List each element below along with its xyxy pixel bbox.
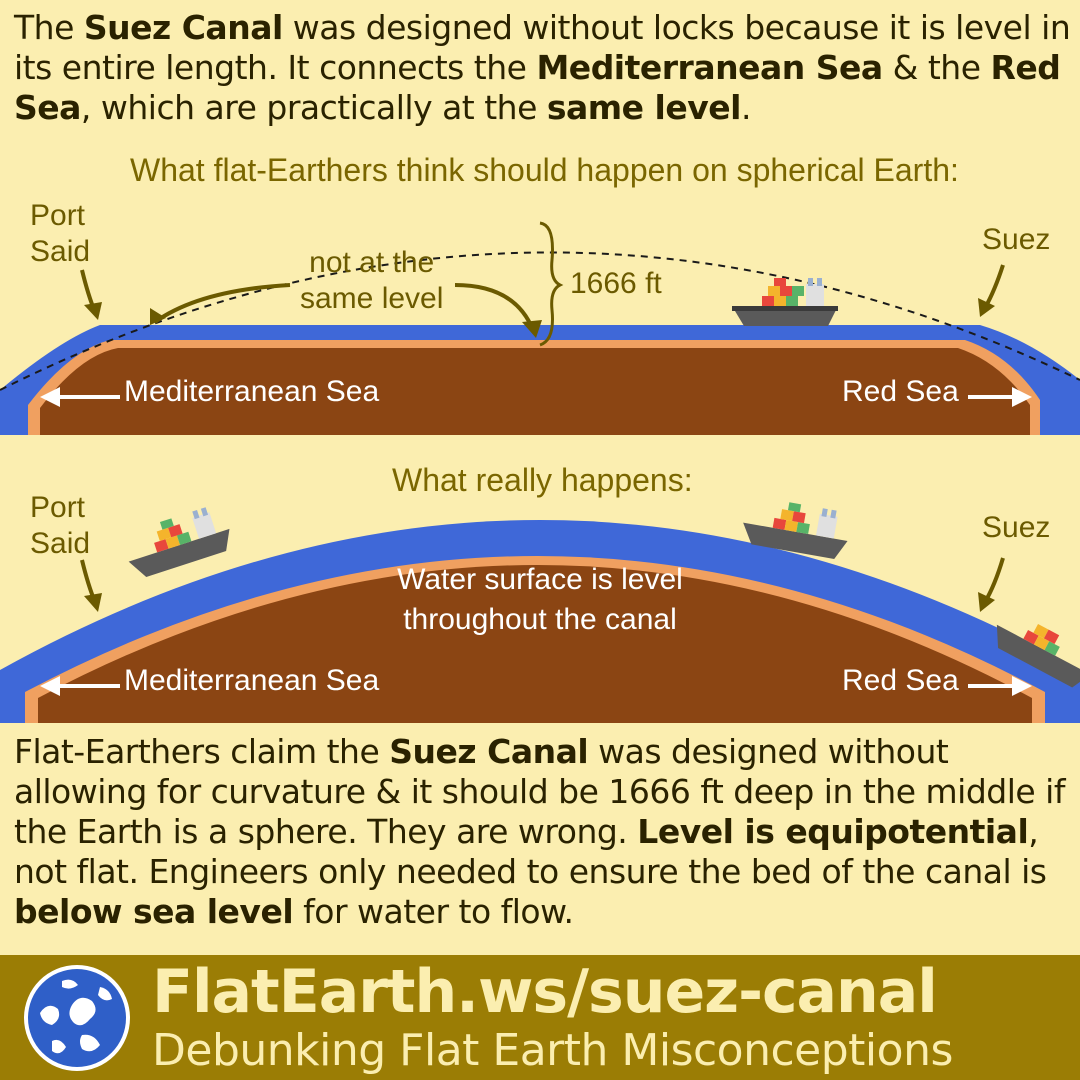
outro-bold-equipotential: Level is equipotential: [637, 812, 1029, 851]
arrow-port-said-head: [84, 302, 102, 320]
flat-earth-logo-icon: [24, 965, 130, 1071]
intro-bold-red-sea: Red Sea: [14, 48, 1061, 127]
arrow-suez-head: [978, 298, 995, 317]
arrow-mediterranean-bottom-head: [40, 676, 60, 696]
reality-diagram: Port Said Suez Water surface is level thro…: [0, 460, 1080, 723]
canal-bed-flat: [40, 348, 1030, 435]
port-said-label-top: Port Said: [30, 199, 91, 268]
outro-bold-below-sea-level: below sea level: [14, 892, 294, 931]
ship-icon: [732, 278, 838, 326]
footer-tagline: Debunking Flat Earth Misconceptions: [152, 1025, 953, 1076]
outro-bold-suez: Suez Canal: [389, 732, 589, 771]
curvature-dashed-line: [0, 251, 1080, 391]
flat-earther-expectation-diagram: Port Said Suez not at the same level 1666 …: [0, 190, 1080, 435]
outro-text: Flat-Earthers claim the: [14, 732, 390, 771]
arrow-right-level-head: [522, 320, 542, 338]
arrow-left-level: [153, 283, 291, 324]
arrow-mediterranean-head: [40, 387, 60, 407]
red-sea-label-top: Red Sea: [842, 375, 959, 408]
arrow-right-level: [454, 283, 535, 331]
intro-text: & the: [882, 48, 991, 87]
not-level-label: not at the same level: [300, 246, 444, 315]
intro-bold-suez: Suez Canal: [83, 8, 283, 47]
footer-banner: FlatEarth.ws/suez-canal Debunking Flat E…: [0, 955, 1080, 1080]
suez-label-top: Suez: [982, 223, 1051, 256]
reality-diagram-svg: [0, 502, 1080, 723]
arrow-suez-bottom-head: [978, 592, 995, 612]
outro-text: , not flat. Engineers only needed to ens…: [14, 812, 1047, 891]
ship-icon-right: [996, 623, 1080, 688]
arrow-red-sea-bottom-head: [1012, 676, 1032, 696]
suez-label-bottom: Suez: [982, 511, 1051, 544]
intro-bold-mediterranean: Mediterranean Sea: [536, 48, 883, 87]
port-said-label-bottom: Port Said: [30, 491, 91, 560]
mediterranean-label-top: Mediterranean Sea: [124, 375, 380, 408]
expectation-diagram-svg: [0, 221, 1080, 435]
outro-paragraph: Flat-Earthers claim the Suez Canal was d…: [14, 732, 1074, 932]
arrow-suez-bottom: [983, 557, 1005, 604]
outro-text: for water to flow.: [293, 892, 574, 931]
outro-text: was designed without allowing for curvat…: [14, 732, 1065, 851]
height-label: 1666 ft: [570, 267, 662, 300]
mediterranean-label-bottom: Mediterranean Sea: [124, 664, 380, 697]
red-sea-label-bottom: Red Sea: [842, 664, 959, 697]
arrow-suez: [983, 264, 1005, 309]
intro-text: , which are practically at the: [80, 88, 547, 127]
intro-bold-same-level: same level: [546, 88, 742, 127]
level-surface-note: Water surface is level throughout the can…: [397, 563, 683, 636]
ship-icon-left: [128, 507, 230, 577]
intro-text: was designed without locks because it is…: [14, 8, 1071, 87]
footer-url[interactable]: FlatEarth.ws/suez-canal: [152, 957, 938, 1027]
intro-text: The: [14, 8, 84, 47]
top-diagram-caption: What flat-Earthers think should happen o…: [130, 152, 959, 188]
bottom-diagram-caption: What really happens:: [392, 462, 693, 498]
intro-text: .: [740, 88, 752, 127]
arrow-port-said-bottom-head: [84, 593, 102, 612]
ship-icon-middle: [743, 502, 848, 559]
arrow-left-level-head: [150, 308, 166, 325]
canal-bed-curved: [38, 565, 1032, 723]
height-bracket: [539, 221, 564, 347]
intro-paragraph: The Suez Canal was designed without lock…: [14, 8, 1074, 128]
arrow-red-sea-head: [1012, 387, 1032, 407]
